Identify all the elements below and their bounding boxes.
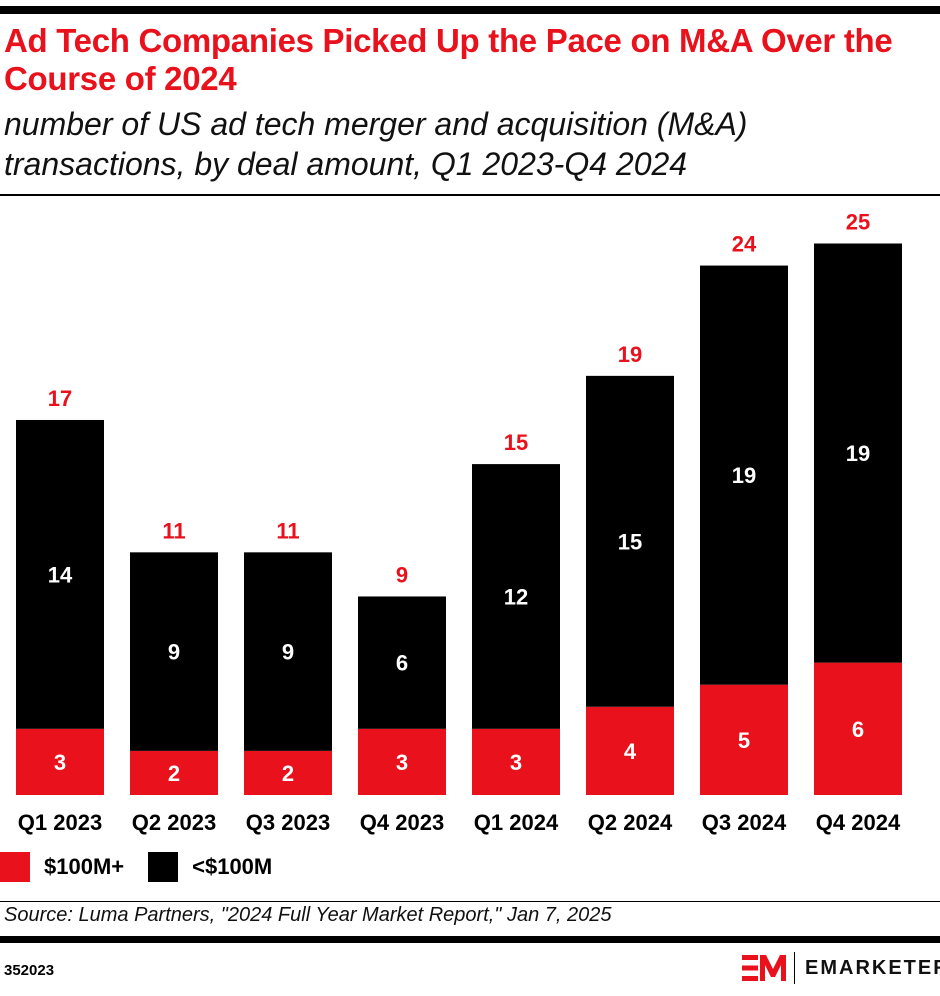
divider bbox=[0, 901, 940, 902]
x-tick-label: Q2 2024 bbox=[588, 810, 673, 835]
logo-text: EMARKETER bbox=[805, 956, 940, 979]
bar-segment bbox=[358, 596, 446, 729]
legend-label: $100M+ bbox=[44, 854, 125, 879]
bar-segment bbox=[472, 464, 560, 729]
bar-segment bbox=[16, 728, 104, 795]
data-label: 3 bbox=[396, 750, 408, 775]
data-label: 4 bbox=[624, 739, 637, 764]
bar-segment bbox=[244, 750, 332, 795]
data-label: 14 bbox=[48, 562, 73, 587]
bar-segment bbox=[700, 684, 788, 795]
chart-title: Ad Tech Companies Picked Up the Pace on … bbox=[4, 22, 893, 97]
x-tick-label: Q1 2023 bbox=[18, 810, 102, 835]
data-label: 5 bbox=[738, 728, 750, 753]
emarketer-logo: EMARKETER bbox=[742, 952, 940, 984]
chart-subtitle: number of US ad tech merger and acquisit… bbox=[4, 106, 748, 182]
bottom-bar bbox=[0, 936, 940, 943]
data-label: 3 bbox=[510, 750, 522, 775]
total-label: 19 bbox=[618, 342, 642, 367]
bar-segment bbox=[814, 243, 902, 663]
bar-segment bbox=[586, 706, 674, 795]
bar-segment bbox=[358, 728, 446, 795]
bar-chart: 3 14 17 Q1 2023 2 9 11 Q2 2023 2 9 11 Q3 2023 3 6 9 Q4 … bbox=[16, 210, 902, 835]
top-bar bbox=[0, 6, 940, 14]
total-label: 25 bbox=[846, 210, 870, 235]
data-label: 2 bbox=[168, 761, 180, 786]
x-tick-label: Q3 2024 bbox=[702, 810, 787, 835]
total-label: 24 bbox=[732, 232, 757, 257]
legend: $100M+ <$100M bbox=[0, 852, 272, 882]
x-tick-label: Q4 2024 bbox=[816, 810, 901, 835]
bar-segment bbox=[586, 375, 674, 707]
data-label: 3 bbox=[54, 750, 66, 775]
bar-segment bbox=[814, 662, 902, 795]
x-tick-label: Q1 2024 bbox=[474, 810, 559, 835]
source-note: Source: Luma Partners, "2024 Full Year M… bbox=[4, 904, 612, 926]
data-label: 19 bbox=[846, 441, 870, 466]
data-label: 9 bbox=[168, 640, 180, 665]
bar-segment bbox=[472, 728, 560, 795]
total-label: 15 bbox=[504, 430, 528, 455]
x-tick-label: Q2 2023 bbox=[132, 810, 216, 835]
total-label: 17 bbox=[48, 386, 72, 411]
x-tick-label: Q3 2023 bbox=[246, 810, 330, 835]
legend-swatch-100m-plus bbox=[0, 852, 30, 882]
total-label: 11 bbox=[276, 518, 299, 543]
data-label: 2 bbox=[282, 761, 294, 786]
data-label: 6 bbox=[852, 717, 864, 742]
em-logo-icon bbox=[742, 955, 786, 981]
data-label: 6 bbox=[396, 651, 408, 676]
bar-segment bbox=[16, 419, 104, 729]
chart-id: 352023 bbox=[4, 962, 55, 979]
bar-segment bbox=[244, 552, 332, 751]
logo-divider bbox=[794, 952, 795, 984]
bar-segment bbox=[130, 552, 218, 751]
bar-segment bbox=[130, 750, 218, 795]
data-label: 12 bbox=[504, 584, 528, 609]
total-label: 9 bbox=[396, 562, 408, 587]
bar-segment bbox=[700, 265, 788, 685]
total-label: 11 bbox=[162, 518, 185, 543]
data-label: 15 bbox=[618, 529, 642, 554]
x-tick-label: Q4 2023 bbox=[360, 810, 444, 835]
divider bbox=[0, 194, 940, 196]
legend-swatch-under-100m bbox=[148, 852, 179, 882]
data-label: 19 bbox=[732, 463, 756, 488]
data-label: 9 bbox=[282, 640, 294, 665]
legend-label: <$100M bbox=[192, 854, 273, 879]
